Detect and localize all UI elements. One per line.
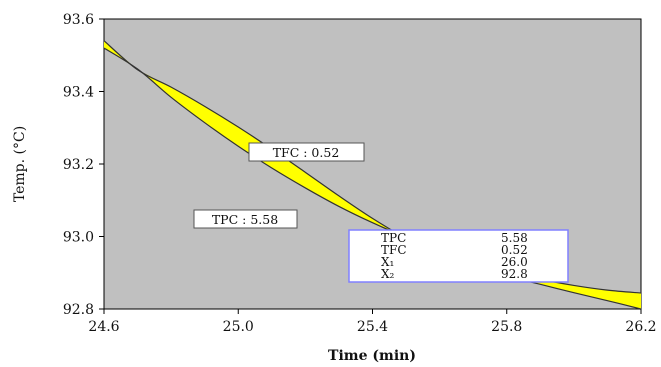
table-value-tfc: 0.52 xyxy=(501,243,528,257)
table-value-x2: 92.8 xyxy=(501,267,528,281)
x-tick-label: 25.0 xyxy=(223,319,254,335)
table-label-x1: X₁ xyxy=(381,255,394,269)
annotation-tpc: TPC : 5.58 xyxy=(193,209,298,229)
annotation-tpc-label: TPC : 5.58 xyxy=(212,212,278,227)
annotation-tpc-box xyxy=(193,209,298,229)
table-value-x1: 26.0 xyxy=(501,255,528,269)
annotation-tfc-box xyxy=(248,142,365,162)
table-value-tpc: 5.58 xyxy=(501,231,528,245)
y-axis-title: Temp. (°C) xyxy=(12,126,28,202)
y-tick-label: 92.8 xyxy=(63,302,94,318)
x-tick-label: 24.6 xyxy=(88,319,119,335)
series-line-2 xyxy=(104,40,641,309)
x-axis: 24.6 25.0 25.4 25.8 26.2 xyxy=(88,309,657,335)
summary-table-box xyxy=(348,229,569,283)
x-tick-label: 25.4 xyxy=(357,319,388,335)
x-tick-label: 25.8 xyxy=(491,319,522,335)
y-tick-label: 93.0 xyxy=(63,230,94,246)
table-label-x2: X₂ xyxy=(381,267,395,281)
annotation-tfc-label: TFC : 0.52 xyxy=(273,145,340,160)
table-label-tpc: TPC xyxy=(381,231,406,245)
y-tick-label: 93.6 xyxy=(63,12,94,28)
y-tick-label: 93.2 xyxy=(63,157,94,173)
x-tick-label: 26.2 xyxy=(625,319,656,335)
annotation-tfc: TFC : 0.52 xyxy=(248,142,365,162)
y-tick-label: 93.4 xyxy=(63,85,94,101)
y-axis: 92.8 93.0 93.2 93.4 93.6 xyxy=(63,12,104,318)
x-axis-title: Time (min) xyxy=(328,348,416,364)
table-label-tfc: TFC xyxy=(381,243,407,257)
summary-table: TPC 5.58 TFC 0.52 X₁ 26.0 X₂ 92.8 xyxy=(348,229,569,283)
